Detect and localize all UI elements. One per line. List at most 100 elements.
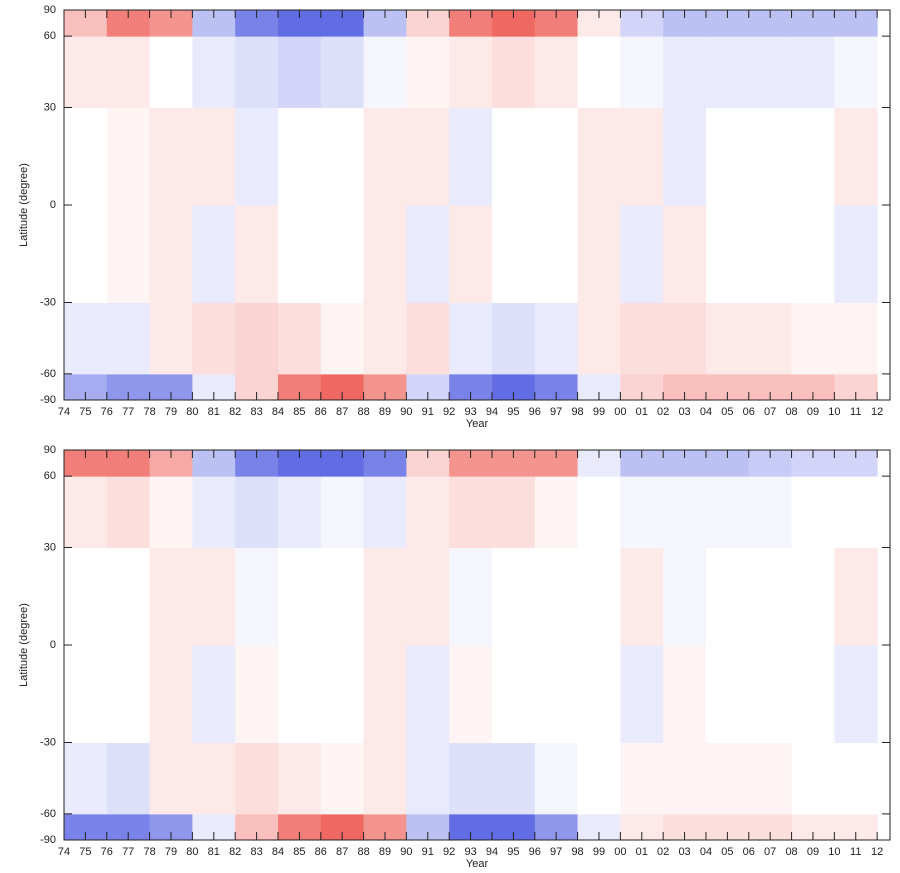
- x-tick-label: 03: [678, 406, 690, 418]
- heat-cell: [748, 547, 793, 646]
- x-tick-label: 92: [443, 406, 455, 418]
- heat-cell: [192, 302, 236, 375]
- x-tick-label: 94: [486, 406, 498, 418]
- x-tick-label: 04: [700, 846, 712, 858]
- heat-cell: [277, 645, 322, 743]
- heat-cell: [791, 205, 835, 303]
- x-tick-label: 80: [186, 406, 198, 418]
- heat-cell: [192, 36, 236, 108]
- x-tick-label: 97: [550, 846, 562, 858]
- heat-cell: [149, 645, 193, 743]
- heat-cell: [705, 36, 750, 108]
- heat-cell: [363, 302, 407, 375]
- x-tick-label: 97: [550, 406, 562, 418]
- x-tick-label: 06: [743, 406, 755, 418]
- x-tick-label: 98: [571, 406, 583, 418]
- heat-cell: [577, 36, 621, 108]
- heat-cell: [663, 645, 707, 743]
- heat-cell: [705, 547, 750, 646]
- heat-cell: [620, 205, 664, 303]
- x-tick-label: 89: [379, 406, 391, 418]
- heat-cell: [449, 645, 493, 743]
- x-tick-label: 02: [657, 846, 669, 858]
- heat-cell: [620, 107, 664, 206]
- x-tick-label: 76: [101, 406, 113, 418]
- heat-cell: [406, 742, 450, 815]
- x-tick-label: 99: [593, 406, 605, 418]
- heat-cell: [705, 205, 750, 303]
- heat-cell: [791, 107, 835, 206]
- x-tick-label: 04: [700, 406, 712, 418]
- heat-cell: [577, 302, 621, 375]
- x-tick-label: 74: [58, 406, 70, 418]
- heat-cell: [534, 205, 579, 303]
- heat-cell: [106, 742, 151, 815]
- heat-cell: [64, 36, 108, 108]
- x-tick-label: 09: [807, 406, 819, 418]
- heat-cell: [663, 742, 707, 815]
- x-tick-label: 79: [165, 406, 177, 418]
- x-tick-label: 99: [593, 846, 605, 858]
- heat-cell: [64, 645, 108, 743]
- x-tick-label: 87: [336, 846, 348, 858]
- heat-cell: [791, 302, 835, 375]
- x-tick-label: 84: [272, 846, 284, 858]
- heat-cell: [320, 742, 365, 815]
- heat-cell: [406, 547, 450, 646]
- x-tick-label: 11: [850, 846, 861, 858]
- heat-cell: [834, 742, 878, 815]
- x-tick-label: 82: [229, 846, 241, 858]
- x-tick-label: 93: [464, 406, 476, 418]
- heat-cell: [149, 547, 193, 646]
- heat-cell: [663, 302, 707, 375]
- heat-cell: [363, 107, 407, 206]
- heat-cell: [449, 107, 493, 206]
- heat-cell: [834, 107, 878, 206]
- heat-cell: [491, 547, 536, 646]
- heat-cell: [663, 36, 707, 108]
- y-tick-label: 60: [44, 470, 56, 482]
- heat-cell: [834, 205, 878, 303]
- heat-cell: [449, 302, 493, 375]
- heat-cell: [235, 547, 279, 646]
- heat-cell: [277, 205, 322, 303]
- y-tick-label: 90: [44, 4, 56, 16]
- heat-cell: [192, 742, 236, 815]
- heat-cell: [406, 645, 450, 743]
- heat-cell: [491, 742, 536, 815]
- x-tick-label: 08: [785, 406, 797, 418]
- x-tick-label: 87: [336, 406, 348, 418]
- heat-cell: [534, 36, 579, 108]
- heat-cell: [235, 107, 279, 206]
- heat-cell: [192, 645, 236, 743]
- heat-cell: [834, 36, 878, 108]
- heat-cell: [149, 107, 193, 206]
- heat-cell: [620, 36, 664, 108]
- x-tick-label: 77: [122, 846, 134, 858]
- x-tick-label: 05: [721, 846, 733, 858]
- y-tick-label: -30: [40, 736, 56, 748]
- x-tick-label: 00: [614, 406, 626, 418]
- heat-cell: [577, 205, 621, 303]
- heat-cell: [277, 547, 322, 646]
- heat-cell: [106, 36, 151, 108]
- x-tick-label: 12: [871, 846, 883, 858]
- x-tick-label: 06: [743, 846, 755, 858]
- heat-cell: [534, 645, 579, 743]
- x-tick-label: 07: [764, 406, 776, 418]
- heat-cell: [791, 742, 835, 815]
- x-tick-label: 86: [315, 406, 327, 418]
- heat-cell: [363, 547, 407, 646]
- x-tick-label: 90: [400, 846, 412, 858]
- heat-cell: [534, 742, 579, 815]
- heat-cell: [192, 547, 236, 646]
- heat-cell: [705, 645, 750, 743]
- heat-cell: [235, 476, 279, 548]
- x-tick-label: 82: [229, 406, 241, 418]
- heat-cell: [491, 476, 536, 548]
- y-tick-label: 60: [44, 30, 56, 42]
- x-tick-label: 91: [422, 406, 434, 418]
- y-tick-label: -90: [40, 834, 56, 846]
- heat-cell: [106, 476, 151, 548]
